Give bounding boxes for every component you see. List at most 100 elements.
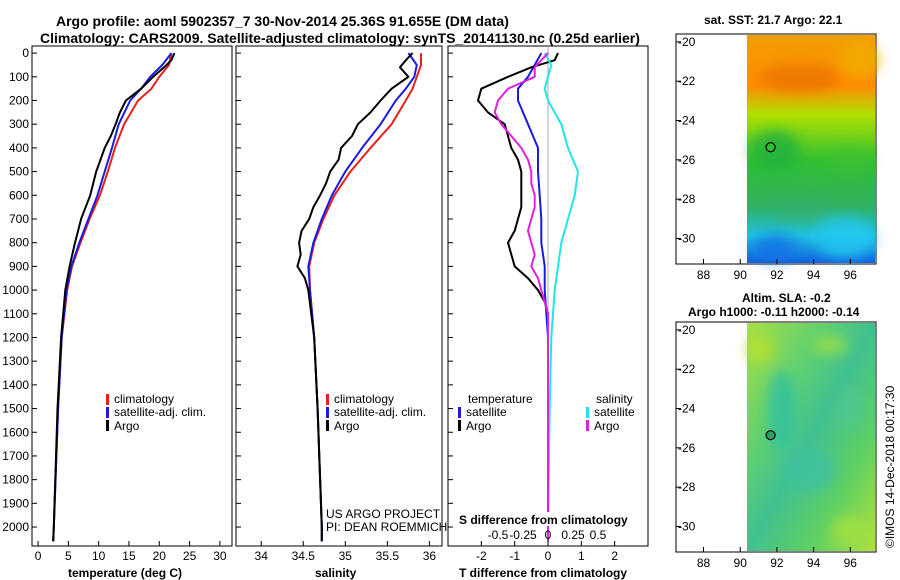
- argo-float-marker: [765, 142, 776, 153]
- map-y-tick-label: -30: [678, 519, 696, 533]
- depth-tick-label: 1600: [2, 425, 29, 439]
- sla-map-title-2: Argo h1000: -0.11 h2000: -0.14: [688, 305, 860, 319]
- series-line-salinity-argo: [493, 52, 549, 542]
- legend-temp-satellite: satellite: [466, 405, 507, 419]
- depth-tick-label: 100: [9, 70, 29, 84]
- sla-map-y-ticks: -20 -22 -24 -26 -28 -30: [676, 323, 696, 533]
- legend-swatch-sal-satellite: [586, 407, 589, 418]
- map-y-tick-label: -20: [678, 35, 696, 49]
- map-x-tick-label: 92: [770, 556, 784, 570]
- imos-watermark: ©IMOS 14-Dec-2018 00:17:30: [883, 385, 897, 548]
- legend-swatch-temp-satellite: [458, 407, 461, 418]
- x-tick-label: 25: [183, 549, 197, 563]
- depth-tick-label: 1900: [2, 496, 29, 510]
- depth-tick-label: 1500: [2, 402, 29, 416]
- salinity-difference-ticks: -0.5 -0.25 0 0.25 0.5: [488, 528, 607, 542]
- depth-tick-label: 700: [9, 212, 29, 226]
- map-x-tick-label: 94: [807, 268, 821, 282]
- map-y-tick-label: -22: [678, 74, 696, 88]
- depth-tick-label: 900: [9, 259, 29, 273]
- depth-tick-label: 1400: [2, 378, 29, 392]
- x-tick-label: 34: [255, 549, 269, 563]
- salinity-panel: 34 34.5 35 35.5 36 salinity climatology sate…: [235, 45, 447, 580]
- legend-argo: Argo: [114, 419, 140, 433]
- salinity-xlabel: salinity: [315, 566, 357, 580]
- sst-map-y-ticks: -20 -22 -24 -26 -28 -30: [676, 35, 696, 245]
- legend-satellite-adj-clim: satellite-adj. clim.: [114, 405, 206, 419]
- sla-map-panel: Altim. SLA: -0.2 Argo h1000: -0.11 h2000…: [675, 291, 877, 570]
- depth-tick-label: 1000: [2, 283, 29, 297]
- map-x-tick-label: 88: [697, 268, 711, 282]
- depth-tick-label: 1300: [2, 354, 29, 368]
- depth-tick-label: 600: [9, 188, 29, 202]
- legend-swatch-climatology: [326, 394, 329, 405]
- map-x-tick-label: 88: [697, 556, 711, 570]
- temperature-xlabel: temperature (deg C): [68, 566, 182, 580]
- depth-tick-label: 0: [22, 46, 29, 60]
- x-tick-label: 35: [339, 549, 353, 563]
- legend-satellite-adj-clim: satellite-adj. clim.: [334, 405, 426, 419]
- legend-swatch-climatology: [106, 394, 109, 405]
- t-difference-label: T difference from climatology: [459, 566, 627, 580]
- depth-tick-label: 500: [9, 165, 29, 179]
- figure-title-line1: Argo profile: aoml 5902357_7 30-Nov-2014…: [56, 13, 509, 29]
- legend-argo: Argo: [334, 419, 360, 433]
- legend-swatch-sal-argo: [586, 420, 589, 431]
- x-tick-label: 5: [65, 549, 72, 563]
- x-tick-label: 30: [213, 549, 227, 563]
- x-tick-label: 2: [611, 549, 618, 563]
- map-x-tick-label: 92: [770, 268, 784, 282]
- map-x-tick-label: 96: [844, 268, 858, 282]
- legend-climatology: climatology: [114, 392, 174, 406]
- temperature-plot-frame: [31, 45, 233, 547]
- x-tick-label: 36: [423, 549, 437, 563]
- depth-tick-label: 400: [9, 141, 29, 155]
- legend-temperature-title: temperature: [468, 392, 533, 406]
- legend-swatch-satellite: [326, 407, 329, 418]
- legend-swatch-argo: [106, 420, 109, 431]
- sst-map-title: sat. SST: 21.7 Argo: 22.1: [704, 13, 843, 27]
- sst-map-x-ticks: 88 90 92 94 96: [697, 259, 857, 282]
- difference-panel: -2 -1 0 1 2 -0.5 -0.25 0 0.25 0.5 S difference f…: [447, 45, 649, 580]
- x-tick-label: 34.5: [292, 549, 316, 563]
- map-y-tick-label: -26: [678, 153, 696, 167]
- legend-swatch-argo: [326, 420, 329, 431]
- legend-swatch-temp-argo: [458, 420, 461, 431]
- x-tick-label: 0: [35, 549, 42, 563]
- depth-tick-label: 300: [9, 117, 29, 131]
- salinity-difference-legend: salinity satellite Argo: [586, 392, 635, 433]
- legend-salinity-title: salinity: [596, 392, 633, 406]
- map-y-tick-label: -24: [678, 401, 696, 415]
- depth-tick-label: 200: [9, 94, 29, 108]
- sla-texture: [746, 335, 870, 544]
- x-tick-label: 35.5: [376, 549, 400, 563]
- s-tick-label: -0.5: [488, 528, 509, 542]
- s-tick-label: 0.25: [561, 528, 585, 542]
- difference-x-ticks: -2 -1 0 1 2: [476, 541, 618, 563]
- s-difference-label: S difference from climatology: [459, 513, 628, 527]
- map-x-tick-label: 90: [734, 268, 748, 282]
- map-y-tick-label: -28: [678, 192, 696, 206]
- legend-sal-satellite: satellite: [594, 405, 635, 419]
- s-diff-label-bg: [456, 512, 640, 526]
- difference-series: [448, 52, 579, 542]
- map-y-tick-label: -24: [678, 113, 696, 127]
- map-y-tick-label: -30: [678, 231, 696, 245]
- depth-axis-labels: 0 100 200 300 400 500 600 700 800 900 1000 1100 1200…: [2, 46, 29, 534]
- salinity-series: [236, 52, 422, 542]
- depth-tick-label: 1800: [2, 473, 29, 487]
- sla-heatmap: [746, 323, 875, 551]
- x-tick-label: 20: [153, 549, 167, 563]
- series-line-argo: [52, 52, 176, 542]
- legend-temp-argo: Argo: [466, 419, 492, 433]
- map-y-tick-label: -22: [678, 362, 696, 376]
- temperature-panel: 0 5 10 15 20 25 30 temperature (deg C) climato…: [31, 45, 233, 580]
- x-tick-label: -1: [509, 549, 520, 563]
- salinity-plot-frame: [235, 45, 443, 547]
- x-tick-label: -2: [476, 549, 487, 563]
- salinity-x-ticks: 34 34.5 35 35.5 36: [255, 541, 437, 563]
- figure-title-line2: Climatology: CARS2009. Satellite-adjuste…: [40, 30, 640, 46]
- x-tick-label: 0: [545, 549, 552, 563]
- sla-map-x-ticks: 88 90 92 94 96: [697, 547, 857, 570]
